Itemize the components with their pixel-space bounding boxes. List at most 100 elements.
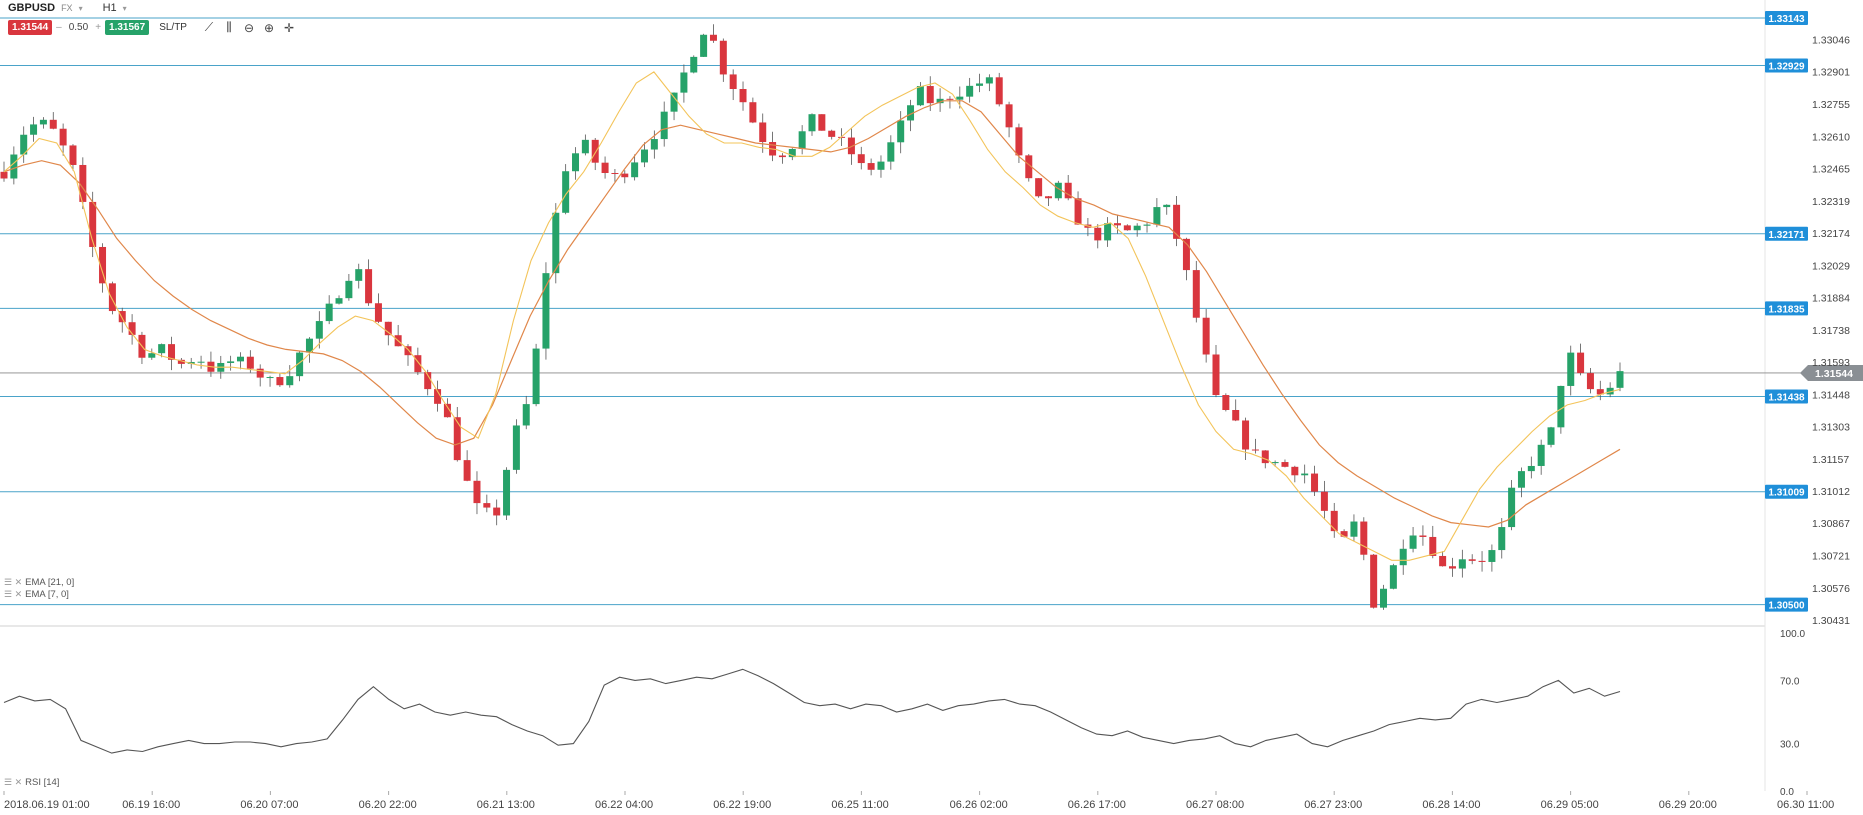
time-tick-label: 06.25 11:00 (831, 799, 888, 811)
candle-body (89, 201, 97, 247)
lot-size-input[interactable]: 0.50 (68, 22, 89, 33)
candle-body (197, 361, 205, 363)
candle-body (916, 86, 924, 106)
candle-body (897, 120, 905, 143)
ema21-line (3, 100, 1621, 528)
menu-icon[interactable]: ☰ ✕ (4, 577, 23, 587)
candle-body (857, 154, 865, 164)
candle-body (0, 171, 8, 179)
candle-body (424, 372, 432, 390)
candle-body (325, 303, 333, 322)
candle-body (1044, 196, 1052, 199)
candle-body (1005, 104, 1013, 128)
symbol-selector[interactable]: GBPUSD (8, 2, 56, 14)
candle-body (1498, 527, 1506, 551)
sltp-button[interactable]: SL/TP (159, 22, 187, 33)
candle-body (542, 273, 550, 349)
candle-body (236, 356, 244, 362)
candle-body (79, 164, 87, 202)
candle-body (503, 469, 511, 516)
horizontal-line-label-bg (1765, 58, 1808, 73)
time-axis: 2018.06.19 01:00 06.19 16:00 06.20 07:00 06… (3, 791, 1834, 811)
candle-body (808, 114, 816, 132)
candle-body (1547, 427, 1555, 445)
candle-body (985, 77, 993, 84)
candle-body (286, 376, 294, 386)
candle-body (1074, 198, 1082, 225)
candle-body (1094, 227, 1102, 241)
candle-body (227, 361, 235, 363)
time-tick-label: 06.28 14:00 (1422, 799, 1480, 811)
candle-body (680, 72, 688, 93)
candle-body (709, 34, 717, 41)
sell-price-button[interactable]: 1.31544 (8, 20, 53, 35)
candle-body (1370, 554, 1378, 608)
candle-body (522, 404, 530, 426)
candle-body (1133, 225, 1141, 231)
horizontal-line-label-bg (1765, 389, 1808, 404)
crosshair-icon[interactable]: ✛ (283, 20, 295, 35)
ema7-line (3, 71, 1621, 561)
timeframe-selector[interactable]: H1 (102, 2, 117, 14)
line-tool-icon[interactable]: ⟋ (204, 20, 214, 34)
lot-increase-button[interactable]: + (95, 22, 102, 33)
candle-body (256, 368, 264, 378)
candle-body (1123, 225, 1131, 231)
lot-decrease-button[interactable]: – (56, 22, 62, 33)
candle-body (1192, 270, 1200, 318)
horizontal-line-label: 1.32171 (1768, 230, 1805, 241)
zoom-in-icon[interactable]: ⊕ (263, 20, 275, 35)
candle-body (670, 92, 678, 112)
ema7-legend[interactable]: ☰ ✕ EMA [7, 0] (4, 589, 69, 600)
candle-body (1419, 535, 1427, 537)
price-tick-label: 1.30576 (1812, 583, 1850, 595)
menu-icon[interactable]: ☰ ✕ (4, 777, 23, 787)
time-tick-label: 06.21 13:00 (477, 799, 535, 811)
candle-body (118, 311, 126, 323)
time-tick-label: 06.26 17:00 (1068, 799, 1126, 811)
ema21-legend[interactable]: ☰ ✕ EMA [21, 0] (4, 577, 75, 588)
bars-tool-icon[interactable]: ⫼ (226, 20, 232, 34)
candle-body (1478, 560, 1486, 562)
zoom-out-icon[interactable]: ⊖ (243, 20, 255, 35)
candle-body (453, 417, 461, 461)
candle-body (1488, 550, 1496, 562)
horizontal-line-label: 1.31009 (1768, 488, 1805, 499)
current-price-tag (1800, 364, 1863, 381)
candle-body (266, 377, 274, 379)
menu-icon[interactable]: ☰ ✕ (4, 589, 23, 599)
candle-body (1311, 473, 1319, 492)
candle-body (1163, 204, 1171, 208)
rsi-tick-label: 30.0 (1780, 740, 1800, 751)
candle-body (443, 403, 451, 418)
price-tick-label: 1.32029 (1812, 260, 1850, 272)
candle-body (778, 155, 786, 158)
candle-body (512, 425, 520, 470)
candle-body (404, 346, 412, 356)
candle-body (1320, 491, 1328, 511)
candle-body (473, 480, 481, 504)
candle-body (1251, 449, 1259, 451)
rsi-legend[interactable]: ☰ ✕ RSI [14] (4, 777, 60, 788)
candle-body (729, 74, 737, 90)
time-tick-label: 06.22 04:00 (595, 799, 653, 811)
chevron-down-icon[interactable]: ▾ (78, 3, 83, 13)
candle-body (168, 344, 176, 360)
current-price-label: 1.31544 (1815, 368, 1853, 380)
candle-body (1360, 521, 1368, 555)
chevron-down-icon[interactable]: ▾ (122, 3, 127, 13)
candle-body (1577, 352, 1585, 374)
candle-body (1439, 555, 1447, 567)
candle-body (562, 171, 570, 213)
price-axis: 1.33046 1.32901 1.32755 1.32610 1.32465 1.323… (1812, 35, 1850, 627)
candle-body (1380, 588, 1388, 608)
candle-body (611, 173, 619, 175)
candle-body (877, 161, 885, 170)
price-tick-label: 1.32901 (1812, 67, 1850, 79)
candle-body (1291, 466, 1299, 476)
candle-body (1409, 535, 1417, 549)
buy-price-button[interactable]: 1.31567 (105, 20, 150, 35)
time-tick-label: 06.29 20:00 (1659, 799, 1717, 811)
candle-body (690, 56, 698, 73)
